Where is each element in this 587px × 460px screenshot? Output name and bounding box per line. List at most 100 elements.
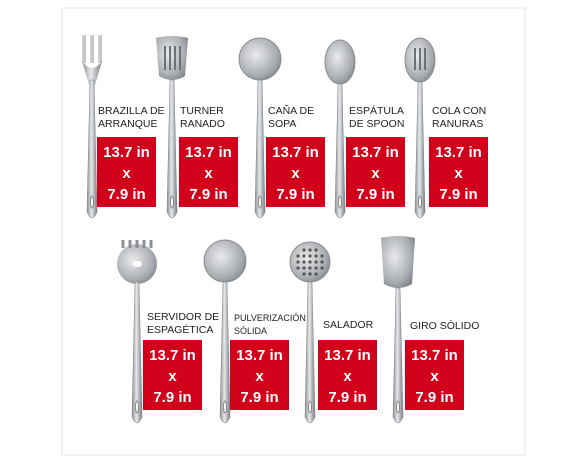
- hole: [308, 272, 312, 276]
- hole: [302, 266, 306, 270]
- hole: [308, 248, 312, 252]
- size-text: 7.9 in: [356, 186, 394, 203]
- handle-hole: [308, 400, 312, 414]
- hole: [302, 272, 306, 276]
- slot: [419, 48, 421, 70]
- item-label: BRAZILLA DE: [98, 105, 165, 117]
- size-text: 13.7 in: [236, 347, 283, 364]
- hole: [314, 266, 318, 270]
- item-label: RANURAS: [432, 118, 483, 130]
- size-text: 13.7 in: [185, 144, 232, 161]
- size-text: x: [291, 165, 300, 182]
- hole: [308, 266, 312, 270]
- handle-hole: [170, 195, 174, 209]
- head: [324, 39, 356, 85]
- item-label: COLA CON: [432, 105, 486, 117]
- head: [203, 239, 247, 283]
- item-label: ESPAGÉTICA: [147, 323, 213, 336]
- size-box: [143, 340, 202, 410]
- handle: [86, 79, 98, 219]
- tooth: [121, 240, 125, 248]
- handle-hole: [135, 400, 139, 414]
- head: [238, 37, 282, 81]
- handle: [334, 83, 346, 219]
- item-label: ESPÁTULA: [349, 104, 404, 117]
- tooth: [135, 240, 139, 248]
- item-label: SALADOR: [323, 319, 374, 331]
- tine: [82, 35, 86, 63]
- hole: [308, 260, 312, 264]
- slot: [169, 46, 171, 70]
- size-text: x: [343, 368, 352, 385]
- handle: [254, 79, 266, 219]
- item-label: GIRO SÓLIDO: [410, 319, 479, 332]
- head: [156, 36, 188, 80]
- size-text: 7.9 in: [107, 186, 145, 203]
- size-text: x: [204, 165, 213, 182]
- size-box: [429, 137, 488, 207]
- size-text: x: [122, 165, 131, 182]
- hole: [302, 248, 306, 252]
- size-text: 7.9 in: [189, 186, 227, 203]
- size-text: 7.9 in: [415, 389, 453, 406]
- handle: [219, 281, 231, 424]
- size-text: 13.7 in: [435, 144, 482, 161]
- size-text: x: [168, 368, 177, 385]
- handle-hole: [338, 195, 342, 209]
- size-box: [179, 137, 238, 207]
- item-label: SERVIDOR DE: [147, 311, 219, 323]
- size-text: 13.7 in: [324, 347, 371, 364]
- handle-hole: [418, 195, 422, 209]
- size-text: x: [371, 165, 380, 182]
- size-text: x: [255, 368, 264, 385]
- hole: [314, 254, 318, 258]
- size-text: x: [430, 368, 439, 385]
- tooth: [128, 240, 132, 248]
- item-label: SÓLIDA: [234, 326, 267, 336]
- size-text: 7.9 in: [153, 389, 191, 406]
- handle-hole: [258, 195, 262, 209]
- size-text: 13.7 in: [103, 144, 150, 161]
- item-label: SOPA: [268, 118, 296, 130]
- fork-neck: [82, 61, 102, 85]
- hole: [296, 266, 300, 270]
- tooth: [142, 240, 146, 248]
- hole: [296, 260, 300, 264]
- handle-hole: [223, 400, 227, 414]
- size-box: [97, 137, 156, 207]
- size-box: [346, 137, 405, 207]
- handle-hole: [396, 400, 400, 414]
- size-box: [318, 340, 377, 410]
- hole: [314, 272, 318, 276]
- size-text: 13.7 in: [352, 144, 399, 161]
- handle: [131, 281, 143, 424]
- item-label: DE SPOON: [349, 118, 404, 130]
- size-text: x: [454, 165, 463, 182]
- slot: [424, 48, 426, 70]
- size-text: 13.7 in: [272, 144, 319, 161]
- item-label: PULVERIZACIÓN: [234, 313, 306, 323]
- handle: [414, 81, 426, 219]
- slot: [174, 46, 176, 70]
- handle: [304, 281, 316, 424]
- tooth: [149, 240, 153, 248]
- hole: [314, 260, 318, 264]
- size-box: [266, 137, 325, 207]
- size-text: 7.9 in: [276, 186, 314, 203]
- size-text: 7.9 in: [439, 186, 477, 203]
- handle: [166, 79, 178, 219]
- head: [381, 236, 415, 288]
- hole: [302, 254, 306, 258]
- size-box: [405, 340, 464, 410]
- hole: [320, 254, 324, 258]
- handle: [392, 287, 404, 424]
- hole: [320, 266, 324, 270]
- size-box: [230, 340, 289, 410]
- item-label: TURNER: [180, 105, 224, 117]
- item-label: RANADO: [180, 118, 225, 130]
- tine: [98, 35, 102, 63]
- slot: [179, 46, 181, 70]
- hole: [132, 261, 142, 267]
